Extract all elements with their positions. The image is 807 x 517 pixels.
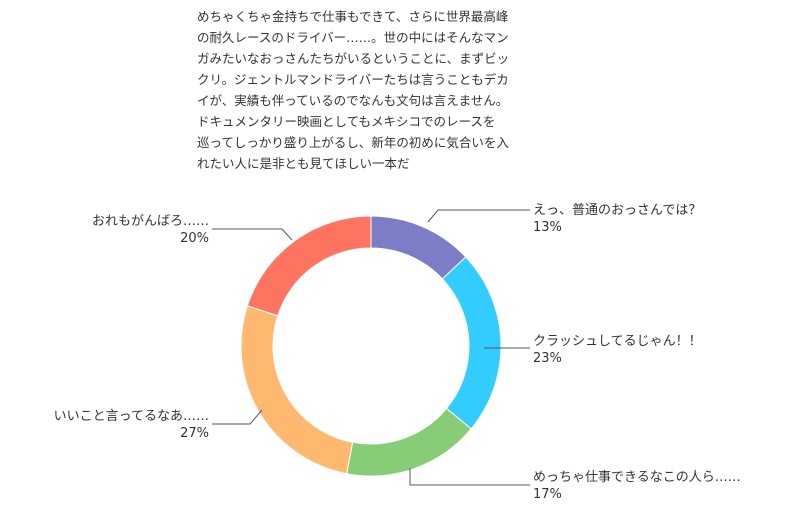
review-line: 巡ってしっかり盛り上がるし、新年の初めに気合いを入 [197, 135, 509, 150]
review-line: の耐久レースのドライバー……。世の中にはそんなマン [197, 30, 509, 45]
review-line: ドキュメンタリー映画としてもメキシコでのレースを [197, 114, 496, 129]
review-line: クリ。ジェントルマンドライバーたちは言うこともデカ [197, 72, 509, 87]
donut-slice [370, 215, 467, 280]
leader-line [212, 228, 293, 241]
review-text: めちゃくちゃ金持ちで仕事もできて、さらに世界最高峰 の耐久レースのドライバー……… [197, 6, 557, 174]
chart-labels: えっ、普通のおっさんでは？ 13% クラッシュしてるじゃん！！ 23% めっちゃ仕事でき… [54, 203, 741, 502]
slice-value-label: 27% [180, 426, 209, 441]
review-line: ガみたいなおっさんたちがいるということに、まずビッ [197, 51, 510, 66]
leader-line [212, 409, 263, 425]
donut-slice [240, 305, 354, 475]
slice-value-label: 20% [180, 231, 209, 246]
review-line: れたい人に是非とも見てほしい一本だ [197, 156, 410, 171]
review-line: めちゃくちゃ金持ちで仕事もできて、さらに世界最高峰 [197, 9, 509, 24]
chart-leader-lines [212, 209, 530, 486]
donut-slice [246, 215, 372, 317]
slice-category-label: えっ、普通のおっさんでは？ [533, 203, 701, 218]
donut-slice [346, 407, 472, 477]
slice-category-label: クラッシュしてるじゃん！！ [533, 334, 702, 349]
leader-line [427, 209, 530, 223]
slice-value-label: 23% [533, 351, 562, 366]
slice-category-label: おれもがんばろ…… [92, 214, 209, 229]
chart-slices [240, 215, 502, 477]
review-line: イが、実績も伴っているのでなんも文句は言えません。 [197, 93, 509, 108]
slice-category-label: いいこと言ってるなあ…… [54, 409, 209, 424]
slice-value-label: 13% [533, 220, 562, 235]
slice-category-label: めっちゃ仕事できるなこの人ら…… [533, 470, 741, 485]
donut-slice [441, 256, 502, 430]
leader-line [409, 468, 530, 486]
slice-value-label: 17% [533, 487, 562, 502]
